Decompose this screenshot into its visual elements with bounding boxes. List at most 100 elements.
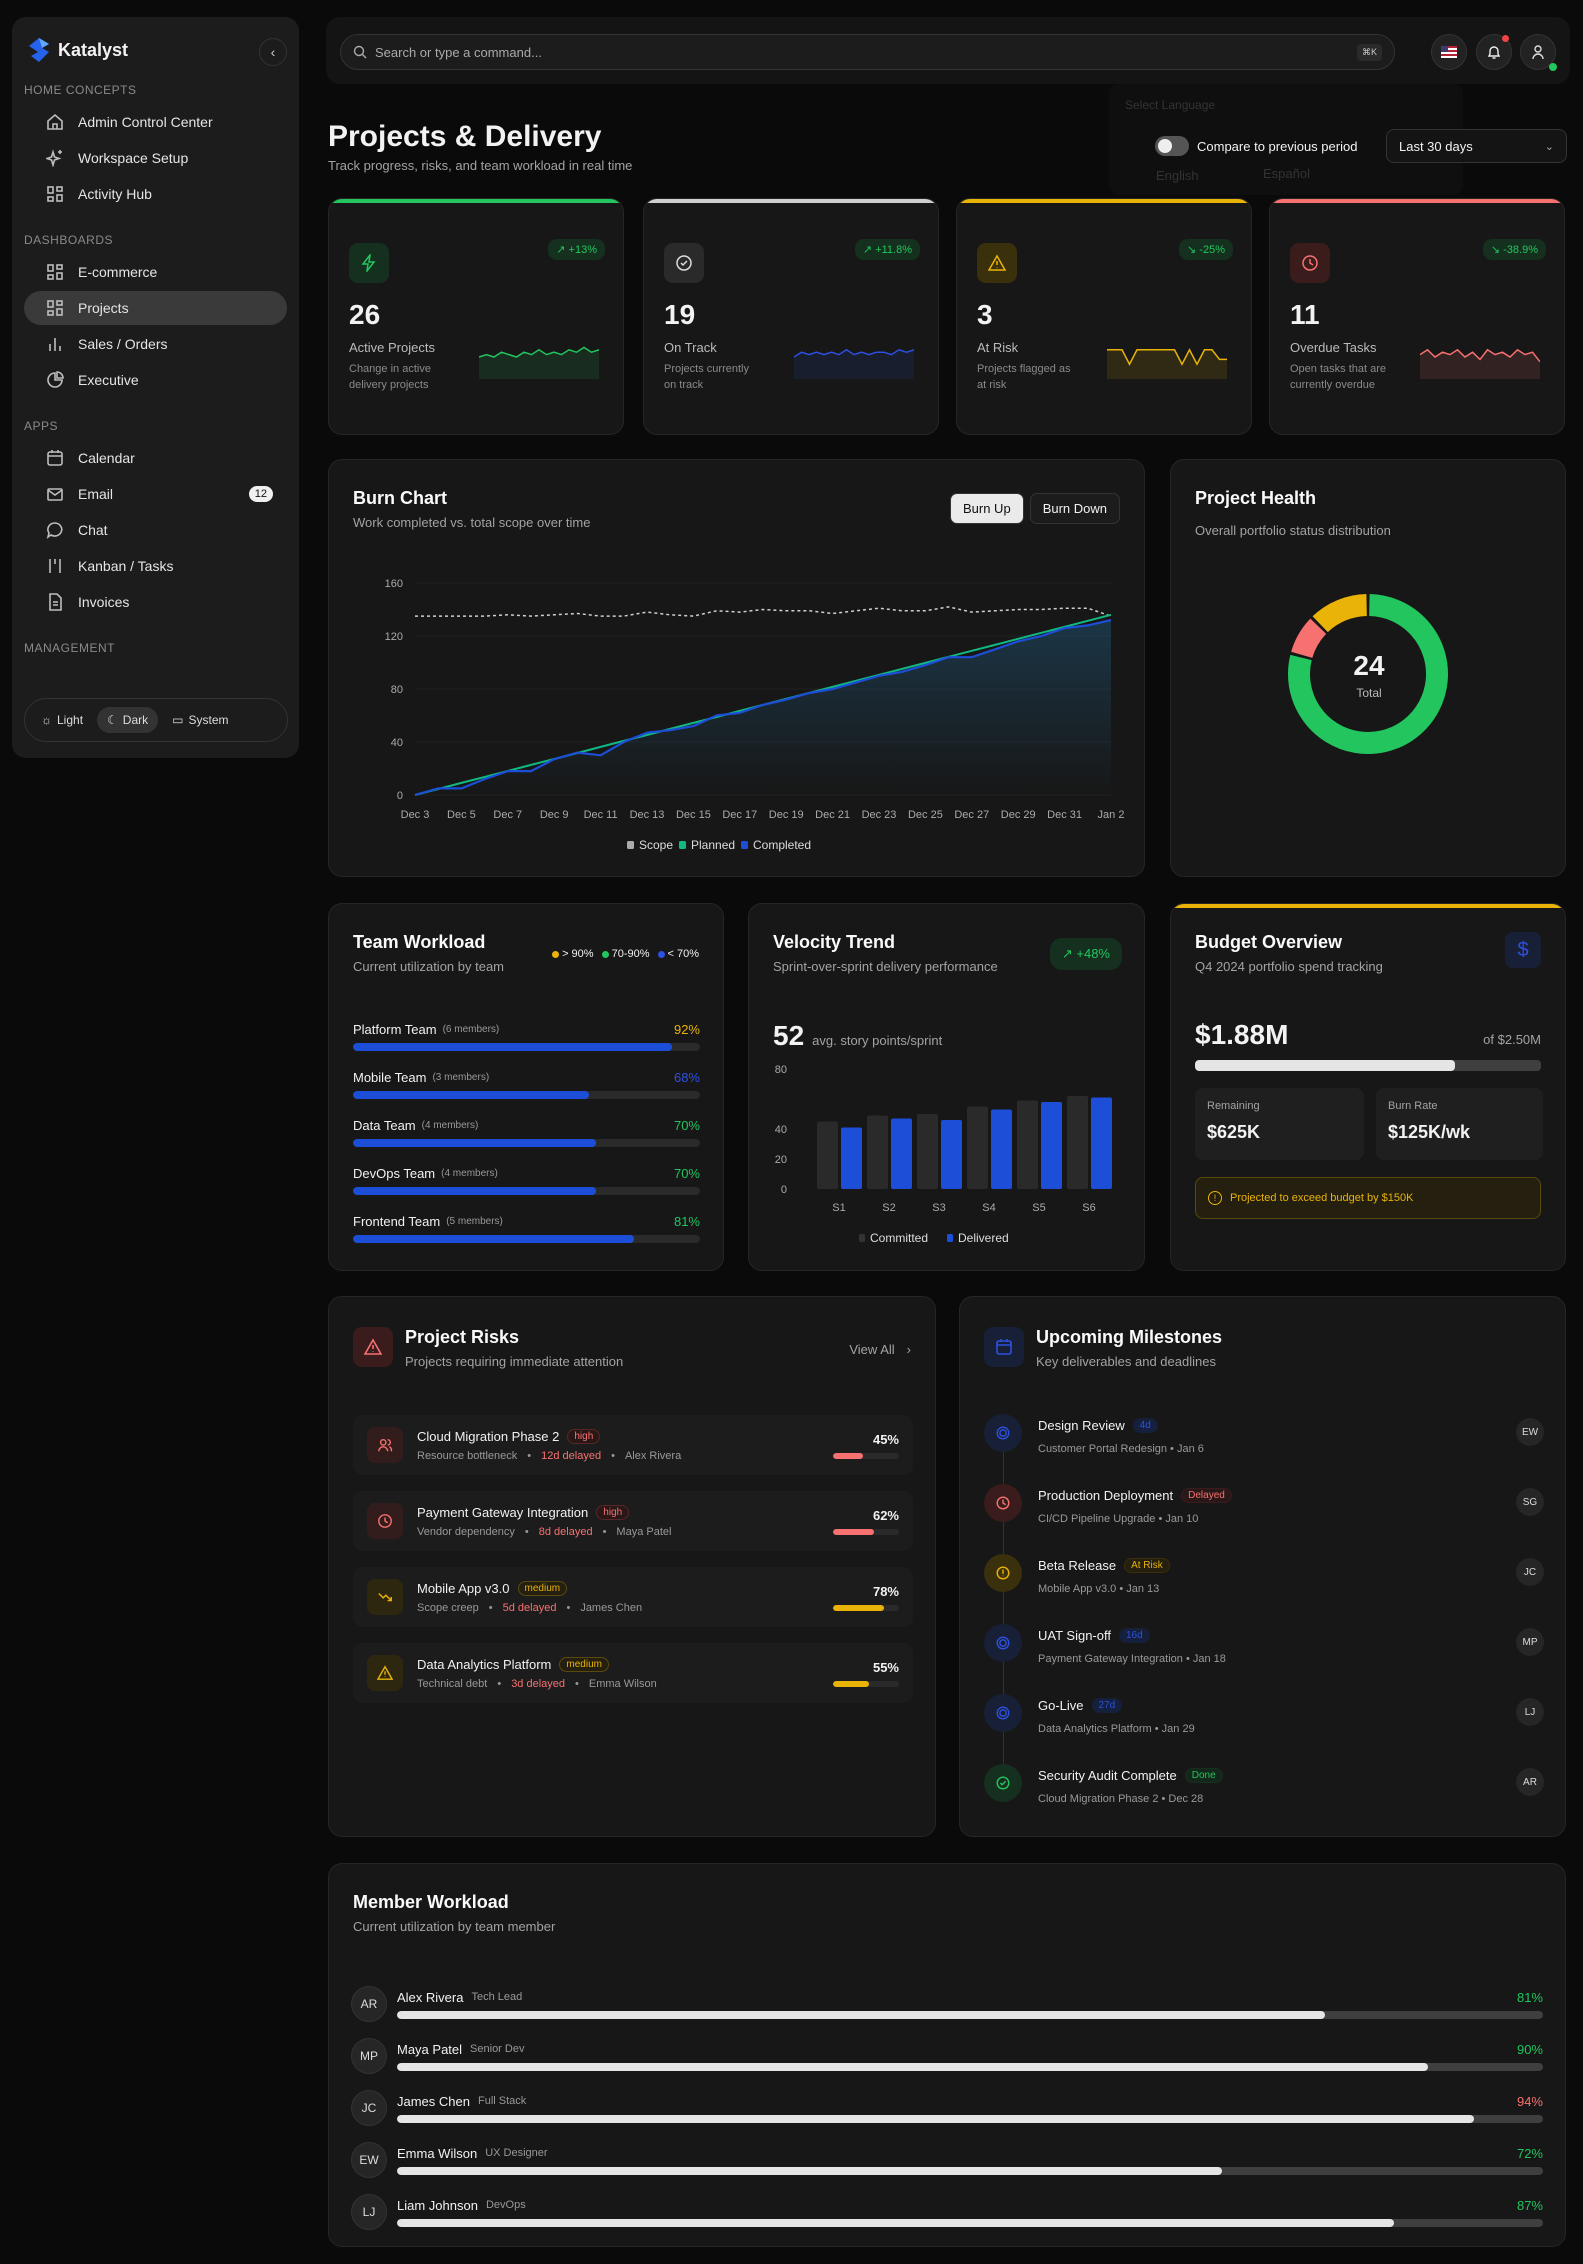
sidebar-item-workspace-setup[interactable]: Workspace Setup	[24, 141, 287, 175]
sidebar-item-executive[interactable]: Executive	[24, 363, 287, 397]
milestone-item[interactable]: Go-Live 27d Data Analytics Platform • Jan …	[984, 1694, 1544, 1764]
search-input[interactable]: Search or type a command... ⌘K	[340, 34, 1395, 70]
team-members: (4 members)	[421, 1120, 479, 1131]
sidebar-item-invoices[interactable]: Invoices	[24, 585, 287, 619]
theme-light-option[interactable]: ☼ Light	[31, 707, 93, 733]
grid-icon	[47, 186, 63, 202]
x-tick-label: Dec 25	[908, 809, 943, 821]
sidebar-item-projects[interactable]: Projects	[24, 291, 287, 325]
member-role: Tech Lead	[471, 1991, 523, 2003]
burn-chart-plot: 0 40 80 120 160 Dec 3 Dec 5 Dec 7 Dec 9 Dec 11 Dec…	[385, 578, 1125, 852]
user-menu-button[interactable]	[1520, 34, 1557, 71]
team-name: Platform Team	[353, 1022, 437, 1037]
collapse-sidebar-button[interactable]: ‹	[259, 38, 287, 66]
milestone-item[interactable]: Design Review 4d Customer Portal Redesign …	[984, 1414, 1544, 1484]
team-workload-row: Frontend Team (5 members) 81%	[353, 1214, 700, 1262]
sidebar-item-chat[interactable]: Chat	[24, 513, 287, 547]
committed-bar	[867, 1115, 888, 1189]
y-tick-label: 0	[397, 790, 403, 802]
team-workload-row: Platform Team (6 members) 92%	[353, 1022, 700, 1070]
avatar: MP	[351, 2038, 387, 2074]
sidebar-item-label: Email	[78, 486, 114, 502]
risk-level-badge: high	[567, 1428, 601, 1444]
warning-icon	[367, 1655, 403, 1691]
risk-item[interactable]: Payment Gateway Integration high Vendor de…	[353, 1491, 913, 1551]
sidebar-item-kanban-tasks[interactable]: Kanban / Tasks	[24, 549, 287, 583]
language-option-english[interactable]: English	[1156, 168, 1199, 183]
burn-chart-title: Burn Chart	[353, 488, 447, 508]
avatar: JC	[1516, 1558, 1544, 1586]
delivered-bar	[1041, 1102, 1062, 1189]
risk-reason: Resource bottleneck	[417, 1449, 518, 1462]
remaining-tile: Remaining $625K	[1195, 1088, 1364, 1160]
milestone-status-badge: 4d	[1132, 1418, 1158, 1433]
x-tick-label: S4	[982, 1202, 995, 1214]
sidebar-item-admin-control-center[interactable]: Admin Control Center	[24, 105, 287, 139]
sidebar-item-email[interactable]: Email 12	[24, 477, 287, 511]
member-workload-card: Member Workload Current utilization by t…	[328, 1863, 1566, 2247]
risk-progress-value: 78%	[872, 1583, 899, 1599]
team-workload-row: Data Team (4 members) 70%	[353, 1118, 700, 1166]
sidebar-item-activity-hub[interactable]: Activity Hub	[24, 177, 287, 211]
milestone-meta: Mobile App v3.0 • Jan 13	[1038, 1583, 1160, 1595]
risk-progress-value: 62%	[872, 1507, 899, 1523]
risk-item[interactable]: Data Analytics Platform medium Technical d…	[353, 1643, 913, 1703]
kpi-description: Projects flagged as at risk	[977, 363, 1071, 391]
milestones-subtitle: Key deliverables and deadlines	[1036, 1354, 1216, 1369]
sidebar-item-calendar[interactable]: Calendar	[24, 441, 287, 475]
risk-progress-bar	[833, 1680, 899, 1687]
search-icon	[353, 45, 367, 59]
donut-slice-on-track[interactable]	[1288, 594, 1448, 754]
budget-title: Budget Overview	[1195, 932, 1343, 952]
milestone-item[interactable]: Production Deployment Delayed CI/CD Pipeli…	[984, 1484, 1544, 1554]
date-range-select[interactable]: Last 30 days ⌄	[1386, 129, 1567, 163]
sidebar-item-label: Kanban / Tasks	[78, 558, 174, 574]
committed-bar	[1067, 1096, 1088, 1189]
milestone-meta: Customer Portal Redesign • Jan 6	[1038, 1443, 1204, 1455]
theme-system-option[interactable]: ▭ System	[162, 707, 238, 733]
kpi-sparkline	[794, 348, 914, 379]
risk-item[interactable]: Mobile App v3.0 medium Scope creep • 5d dela…	[353, 1567, 913, 1627]
risk-item[interactable]: Cloud Migration Phase 2 high Resource bott…	[353, 1415, 913, 1475]
milestone-item[interactable]: UAT Sign-off 16d Payment Gateway Integrati…	[984, 1624, 1544, 1694]
kpi-sparkline	[1107, 348, 1227, 379]
trending-up-icon: ↗	[1061, 946, 1077, 961]
team-workload-row: DevOps Team (4 members) 70%	[353, 1166, 700, 1214]
notification-dot	[1502, 35, 1509, 42]
mail-icon	[47, 488, 63, 501]
scope-line	[415, 606, 1112, 617]
tab-burn-down[interactable]: Burn Down	[1029, 493, 1120, 524]
clock-icon	[1290, 243, 1330, 283]
language-button[interactable]	[1431, 34, 1467, 70]
logo[interactable]: Katalyst	[28, 37, 128, 63]
monitor-icon: ▭	[172, 713, 184, 727]
member-name: Alex Rivera	[397, 1989, 464, 2005]
donut-slice-at-risk[interactable]	[1312, 594, 1368, 633]
sidebar-item-e-commerce[interactable]: E-commerce	[24, 255, 287, 289]
sidebar-item-sales-orders[interactable]: Sales / Orders	[24, 327, 287, 361]
milestone-item[interactable]: Security Audit Complete Done Cloud Migrati…	[984, 1764, 1544, 1834]
compare-toggle[interactable]: Compare to previous period	[1155, 136, 1357, 156]
legend-swatch	[741, 841, 748, 849]
x-tick-label: Dec 29	[1001, 809, 1036, 821]
compare-switch[interactable]	[1155, 136, 1189, 156]
language-option-espanol[interactable]: Español	[1263, 166, 1310, 181]
team-utilization: 68%	[673, 1070, 700, 1085]
kpi-card-active-projects: ↗ +13% 26 Active Projects Change in active …	[328, 198, 624, 435]
y-tick-label: 40	[391, 737, 403, 749]
avatar: LJ	[1516, 1698, 1544, 1726]
team-utilization-bar	[353, 1091, 700, 1099]
view-all-link[interactable]: View All ›	[849, 1342, 911, 1357]
milestone-item[interactable]: Beta Release At Risk Mobile App v3.0 • Jan…	[984, 1554, 1544, 1624]
sidebar: Katalyst ‹ HOME CONCEPTS Admin Control Ce…	[12, 17, 299, 758]
team-members: (4 members)	[441, 1168, 498, 1179]
notifications-button[interactable]	[1476, 34, 1512, 70]
donut-slice-overdue[interactable]	[1291, 618, 1327, 659]
view-all-label: View All	[849, 1342, 895, 1357]
member-utilization-bar	[397, 2166, 1543, 2175]
kpi-description: Projects currently on track	[664, 363, 749, 391]
milestone-name: Go-Live	[1038, 1698, 1084, 1713]
theme-dark-option[interactable]: ☾ Dark	[97, 707, 159, 733]
tab-burn-up[interactable]: Burn Up	[949, 493, 1024, 524]
team-utilization: 70%	[673, 1118, 700, 1133]
